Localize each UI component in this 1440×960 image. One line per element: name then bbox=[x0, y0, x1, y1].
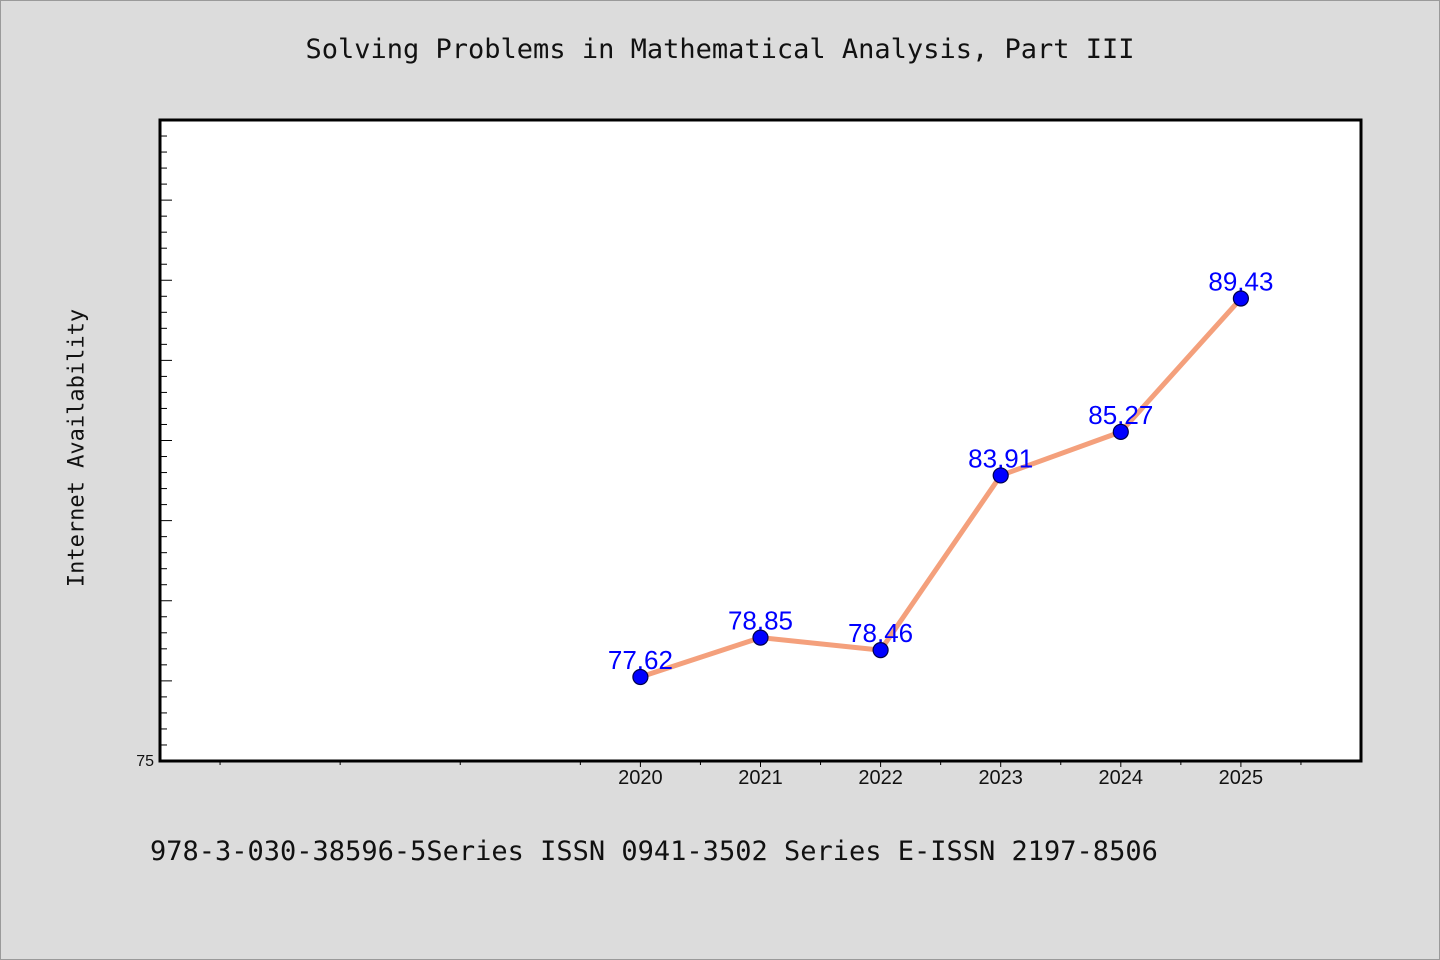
data-point bbox=[752, 629, 769, 646]
isbn-issn-footer: 978-3-030-38596-5Series ISSN 0941-3502 S… bbox=[150, 836, 1158, 867]
data-point bbox=[872, 642, 889, 659]
data-label: 83.91 bbox=[968, 443, 1033, 473]
data-point bbox=[1232, 290, 1250, 307]
y-tick-label: 75 bbox=[136, 753, 154, 770]
data-point bbox=[992, 467, 1009, 484]
chart-title: Solving Problems in Mathematical Analysi… bbox=[305, 34, 1135, 65]
x-tick-label: 2025 bbox=[1219, 767, 1264, 789]
plot-area bbox=[158, 118, 1363, 763]
x-tick-label: 2022 bbox=[858, 767, 903, 789]
x-tick-label: 2021 bbox=[738, 767, 783, 789]
data-label: 78.85 bbox=[728, 606, 793, 636]
data-markers bbox=[632, 290, 1250, 686]
data-label: 85.27 bbox=[1088, 400, 1153, 430]
series-line bbox=[637, 296, 1244, 680]
x-axis-ticks bbox=[219, 761, 1302, 767]
x-tick-label: 2023 bbox=[978, 767, 1023, 789]
data-labels: 77.62 78.85 78.46 83.91 85.27 89.43 bbox=[608, 267, 1274, 676]
x-tick-labels: 2020 2021 2022 2023 2024 2025 bbox=[618, 767, 1263, 789]
data-label: 89.43 bbox=[1208, 267, 1273, 297]
data-point bbox=[632, 668, 649, 686]
y-axis-ticks bbox=[160, 135, 172, 746]
data-label: 78.46 bbox=[848, 618, 913, 648]
data-point bbox=[1112, 423, 1129, 440]
x-tick-label: 2024 bbox=[1099, 767, 1144, 789]
x-tick-label: 2020 bbox=[618, 767, 663, 789]
data-label: 77.62 bbox=[608, 645, 673, 675]
